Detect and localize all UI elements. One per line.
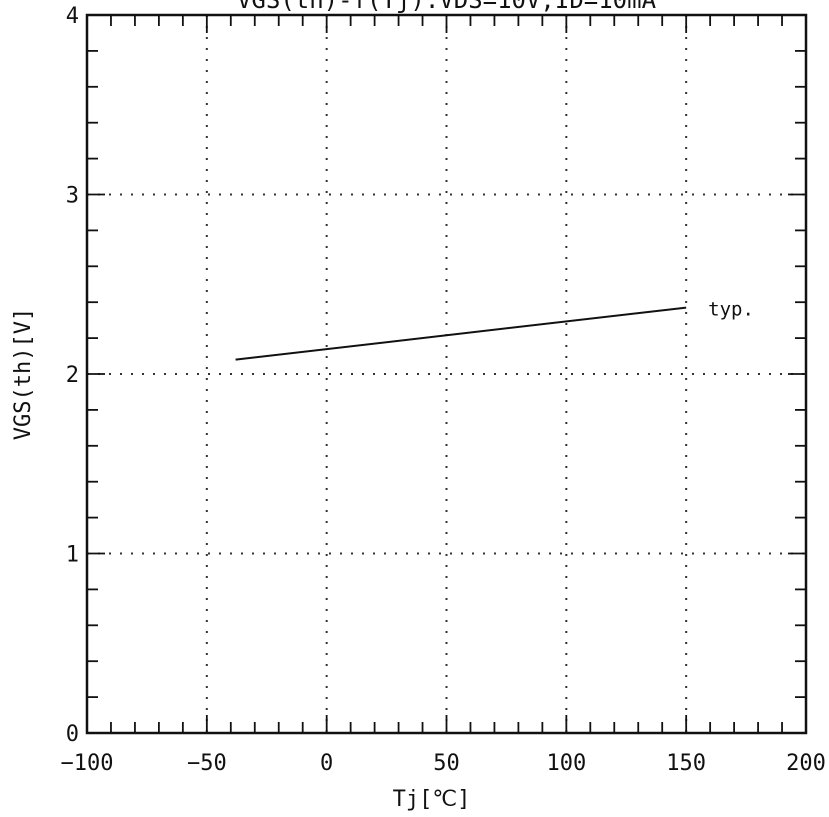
chart-title: VGS(th)-f(Tj):VDS=10V,ID=10mA: [237, 0, 657, 14]
x-tick-label: 0: [320, 751, 333, 776]
y-axis-label: VGS(th)[V]: [11, 308, 36, 440]
y-tick-label: 2: [66, 363, 79, 388]
x-tick-label: 200: [786, 751, 826, 776]
x-tick-label: 100: [546, 751, 586, 776]
y-tick-labels: 0 1 2 3 4: [66, 4, 79, 747]
series-line: [235, 306, 687, 361]
axis-ticks: [87, 15, 806, 733]
x-tick-labels: −100 −50 0 50 100 150 200: [61, 751, 826, 776]
plot-frame: [85, 13, 808, 735]
y-tick-label: 4: [66, 4, 79, 29]
series-group: typ.: [235, 299, 754, 361]
y-tick-label: 0: [66, 722, 79, 747]
y-tick-label: 1: [66, 543, 79, 568]
x-tick-label: −50: [187, 751, 227, 776]
series-label: typ.: [708, 299, 754, 321]
x-tick-label: 50: [433, 751, 460, 776]
y-tick-label: 3: [66, 184, 79, 209]
x-tick-label: −100: [61, 751, 114, 776]
x-axis-label: Tj[℃]: [393, 787, 471, 812]
grid: [87, 15, 806, 733]
x-tick-label: 150: [666, 751, 706, 776]
